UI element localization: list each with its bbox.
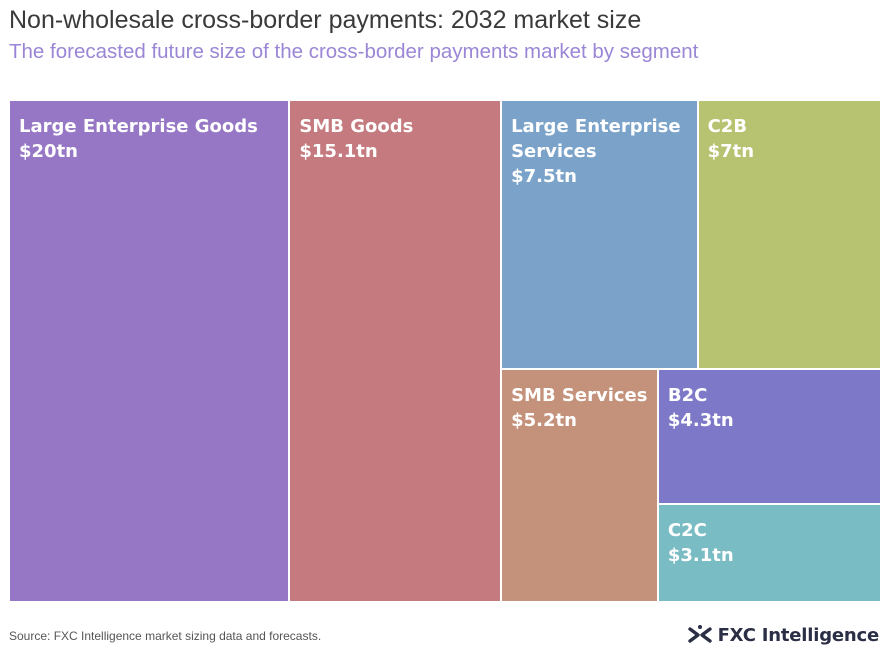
cell-text: SMB Goods $15.1tn xyxy=(299,114,494,164)
cell-value-label: $3.1tn xyxy=(667,545,734,567)
chart-title: Non-wholesale cross-border payments: 203… xyxy=(9,6,642,34)
brand-name: FXC Intelligence xyxy=(717,624,880,646)
cell-text: B2C $4.3tn xyxy=(668,383,874,433)
chart-subtitle: The forecasted future size of the cross-… xyxy=(9,40,699,63)
cell-label: B2C xyxy=(667,384,708,406)
treemap-cell-b2c: B2C $4.3tn xyxy=(658,369,880,504)
treemap-cell-c2c: C2C $3.1tn xyxy=(658,505,880,601)
source-note: Source: FXC Intelligence market sizing d… xyxy=(9,629,322,643)
cell-label: Large Enterprise Goods xyxy=(19,116,258,137)
cell-text: Large Enterprise Goods $20tn xyxy=(19,114,282,164)
cell-text: C2C $3.1tn xyxy=(668,518,874,568)
cell-label: C2C xyxy=(667,520,707,542)
fxc-logo-icon xyxy=(687,625,712,643)
cell-label: SMB Services xyxy=(511,384,648,406)
cell-text: Large Enterprise Services $7.5tn xyxy=(511,114,691,189)
cell-value-label: $7.5tn xyxy=(511,166,577,187)
cell-value-label: $7tn xyxy=(707,141,755,162)
cell-label: SMB Goods xyxy=(299,116,414,137)
cell-text: SMB Services $5.2tn xyxy=(511,383,651,433)
cell-value-label: $20tn xyxy=(19,141,78,162)
cell-label: Large Enterprise Services xyxy=(511,116,681,162)
treemap-cell-c2b: C2B $7tn xyxy=(698,101,880,368)
brand-logo: FXC Intelligence xyxy=(687,624,880,646)
cell-value-label: $4.3tn xyxy=(667,409,734,431)
cell-label: C2B xyxy=(707,116,748,137)
treemap-cell-large-enterprise-services: Large Enterprise Services $7.5tn xyxy=(502,101,697,368)
treemap-cell-smb-goods: SMB Goods $15.1tn xyxy=(290,101,501,601)
cell-value-label: $5.2tn xyxy=(511,409,577,431)
cell-text: C2B $7tn xyxy=(708,114,874,164)
cell-value-label: $15.1tn xyxy=(299,141,378,162)
treemap-cell-smb-services: SMB Services $5.2tn xyxy=(502,369,657,601)
treemap-cell-large-enterprise-goods: Large Enterprise Goods $20tn xyxy=(10,101,289,601)
